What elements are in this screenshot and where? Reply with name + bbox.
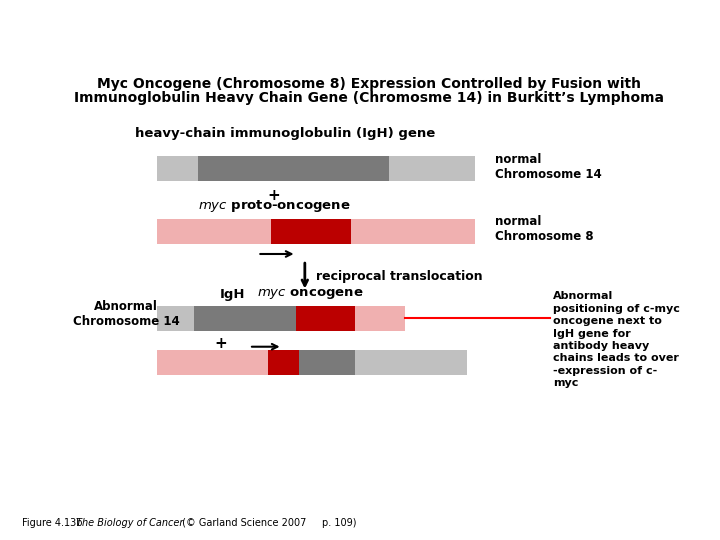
Bar bbox=[355, 306, 405, 331]
Text: Abnormal
Chromosome 14: Abnormal Chromosome 14 bbox=[73, 300, 180, 328]
Text: $\mathit{myc}$ oncogene: $\mathit{myc}$ oncogene bbox=[257, 287, 364, 301]
Text: IgH: IgH bbox=[220, 288, 245, 301]
Bar bbox=[351, 219, 475, 244]
Bar bbox=[271, 219, 351, 244]
Text: The Biology of Cancer: The Biology of Cancer bbox=[76, 518, 184, 528]
Text: +: + bbox=[268, 188, 281, 203]
Bar bbox=[198, 156, 389, 181]
Text: Myc Oncogene (Chromosome 8) Expression Controlled by Fusion with: Myc Oncogene (Chromosome 8) Expression C… bbox=[97, 77, 641, 91]
Text: heavy-chain immunoglobulin (IgH) gene: heavy-chain immunoglobulin (IgH) gene bbox=[135, 127, 436, 140]
Bar bbox=[157, 306, 194, 331]
Text: normal
Chromosome 14: normal Chromosome 14 bbox=[495, 153, 601, 181]
Text: Abnormal
positioning of c-myc
oncogene next to
IgH gene for
antibody heavy
chain: Abnormal positioning of c-myc oncogene n… bbox=[553, 292, 680, 388]
Text: normal
Chromosome 8: normal Chromosome 8 bbox=[495, 215, 593, 243]
Text: Figure 4.13b: Figure 4.13b bbox=[22, 518, 89, 528]
Text: reciprocal translocation: reciprocal translocation bbox=[316, 269, 482, 282]
Bar bbox=[389, 156, 475, 181]
Bar bbox=[300, 349, 355, 375]
Bar bbox=[297, 306, 355, 331]
Text: (© Garland Science 2007     p. 109): (© Garland Science 2007 p. 109) bbox=[179, 518, 357, 528]
Bar bbox=[157, 349, 269, 375]
Bar bbox=[355, 349, 467, 375]
Text: $\mathit{myc}$ proto-oncogene: $\mathit{myc}$ proto-oncogene bbox=[198, 198, 351, 214]
Text: Immunoglobulin Heavy Chain Gene (Chromosme 14) in Burkitt’s Lymphoma: Immunoglobulin Heavy Chain Gene (Chromos… bbox=[74, 91, 664, 105]
Bar bbox=[157, 219, 271, 244]
Bar bbox=[194, 306, 297, 331]
Text: +: + bbox=[215, 336, 228, 351]
Bar bbox=[269, 349, 300, 375]
Bar bbox=[157, 156, 198, 181]
